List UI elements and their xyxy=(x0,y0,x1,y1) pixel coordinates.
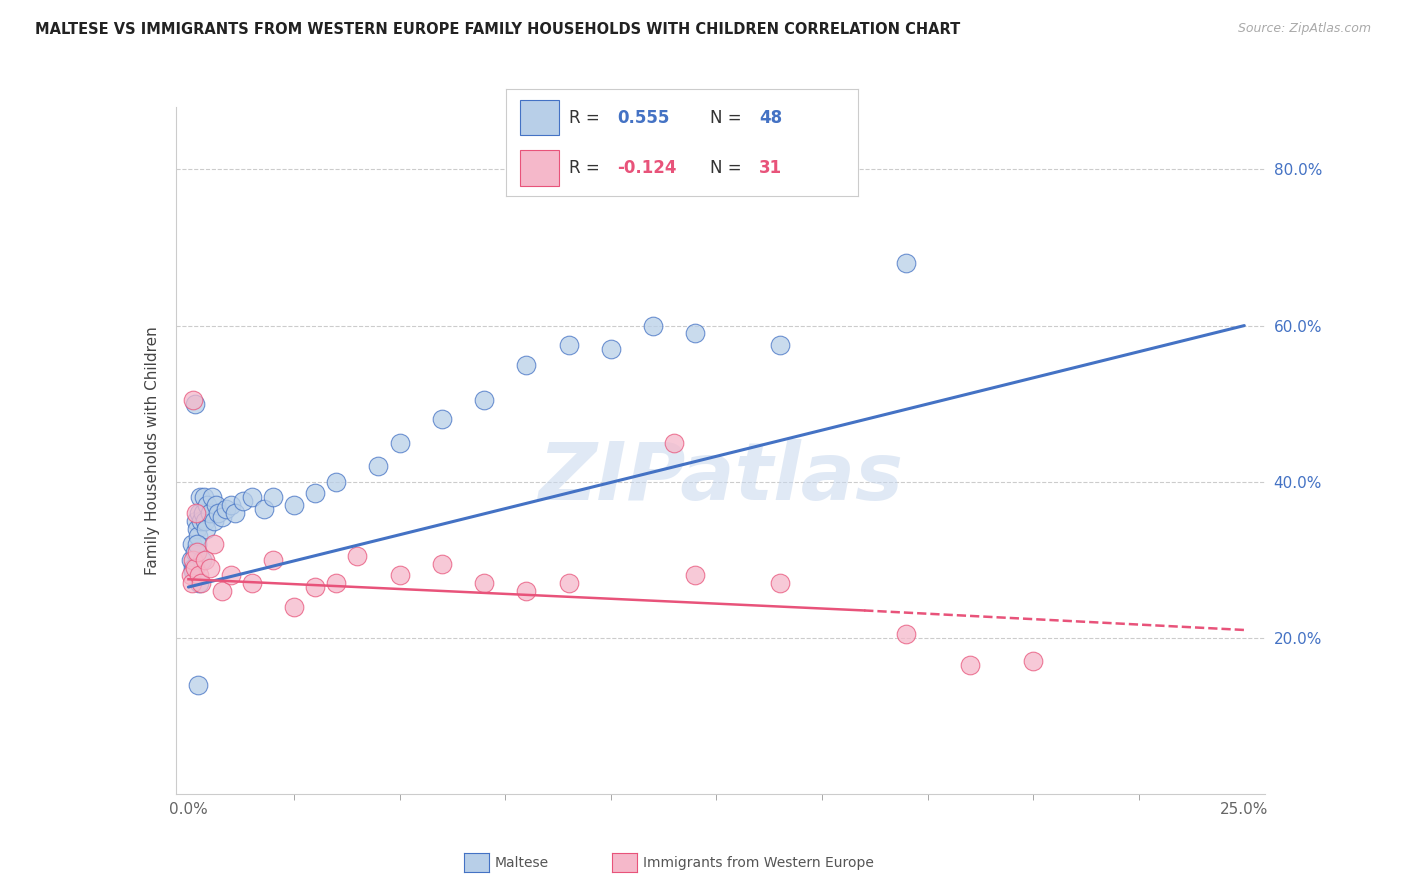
Point xyxy=(430,412,453,426)
Point xyxy=(769,576,792,591)
Point xyxy=(184,396,207,410)
Text: 0.555: 0.555 xyxy=(617,109,669,127)
Point xyxy=(187,678,209,692)
Point xyxy=(515,358,537,372)
Point xyxy=(184,545,207,559)
Point xyxy=(188,490,211,504)
Point xyxy=(557,338,579,352)
Point xyxy=(202,514,225,528)
Text: ZIPatlas: ZIPatlas xyxy=(538,439,903,517)
Point xyxy=(211,583,233,598)
Point xyxy=(262,552,284,567)
Text: N =: N = xyxy=(710,109,747,127)
Point xyxy=(683,568,706,582)
Point xyxy=(186,537,208,551)
Point xyxy=(211,509,233,524)
Point xyxy=(197,498,219,512)
Point xyxy=(186,545,208,559)
Point xyxy=(262,490,284,504)
Text: Source: ZipAtlas.com: Source: ZipAtlas.com xyxy=(1237,22,1371,36)
Point xyxy=(190,514,212,528)
Point xyxy=(683,326,706,341)
Text: MALTESE VS IMMIGRANTS FROM WESTERN EUROPE FAMILY HOUSEHOLDS WITH CHILDREN CORREL: MALTESE VS IMMIGRANTS FROM WESTERN EUROP… xyxy=(35,22,960,37)
Point xyxy=(430,557,453,571)
Point xyxy=(283,599,305,614)
Text: R =: R = xyxy=(569,109,606,127)
Point xyxy=(190,576,212,591)
Point xyxy=(896,627,918,641)
Point xyxy=(202,537,225,551)
Point xyxy=(283,498,305,512)
Text: R =: R = xyxy=(569,159,606,177)
Text: N =: N = xyxy=(710,159,747,177)
Point xyxy=(183,392,205,407)
Point xyxy=(325,475,347,489)
Point xyxy=(188,506,211,520)
Point xyxy=(180,537,202,551)
Point xyxy=(198,506,221,520)
Point xyxy=(769,338,792,352)
Point xyxy=(219,568,242,582)
Point xyxy=(232,494,254,508)
Point xyxy=(557,576,579,591)
Text: Maltese: Maltese xyxy=(495,855,548,870)
Point xyxy=(219,498,242,512)
Point xyxy=(194,514,217,528)
Point xyxy=(304,580,326,594)
Point xyxy=(641,318,664,333)
Point xyxy=(896,256,918,270)
Point xyxy=(325,576,347,591)
Point xyxy=(180,552,202,567)
Text: -0.124: -0.124 xyxy=(617,159,676,177)
Point xyxy=(183,565,205,579)
Point xyxy=(515,583,537,598)
Point xyxy=(187,529,209,543)
Point xyxy=(240,490,263,504)
Point xyxy=(599,342,621,356)
Text: 48: 48 xyxy=(759,109,782,127)
Point xyxy=(959,658,981,673)
Point xyxy=(304,486,326,500)
Point xyxy=(215,502,238,516)
Point xyxy=(181,552,204,567)
Point xyxy=(388,435,411,450)
Point xyxy=(180,568,202,582)
Point xyxy=(253,502,276,516)
Point xyxy=(201,490,224,504)
Point xyxy=(207,506,229,520)
Point xyxy=(224,506,246,520)
Point xyxy=(472,576,495,591)
Point xyxy=(188,576,211,591)
Point xyxy=(191,552,214,567)
Point xyxy=(186,521,208,535)
Y-axis label: Family Households with Children: Family Households with Children xyxy=(145,326,160,574)
Point xyxy=(193,490,215,504)
Point xyxy=(184,506,207,520)
Text: Immigrants from Western Europe: Immigrants from Western Europe xyxy=(643,855,873,870)
Text: 31: 31 xyxy=(759,159,782,177)
Point xyxy=(346,549,368,563)
Point xyxy=(1022,654,1045,668)
Point xyxy=(188,568,211,582)
Bar xyxy=(520,100,558,136)
Point xyxy=(194,552,217,567)
Point xyxy=(472,392,495,407)
Point xyxy=(193,506,215,520)
Point xyxy=(195,521,218,535)
Point xyxy=(181,560,204,574)
Point xyxy=(184,560,207,574)
Point xyxy=(662,435,685,450)
Point xyxy=(240,576,263,591)
Point xyxy=(184,514,207,528)
Bar xyxy=(520,150,558,186)
Point xyxy=(205,498,228,512)
Point xyxy=(198,560,221,574)
Point xyxy=(367,458,389,473)
Point xyxy=(180,576,202,591)
Point xyxy=(388,568,411,582)
